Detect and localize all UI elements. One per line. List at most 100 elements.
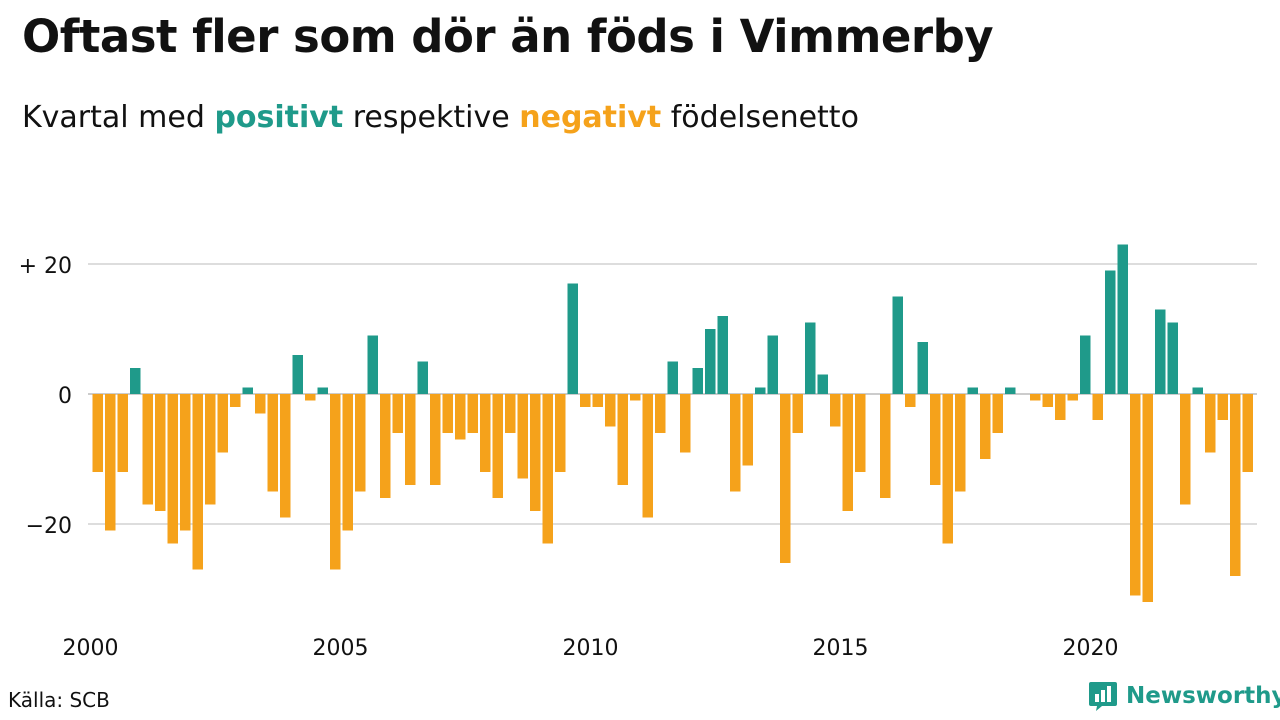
bar [930,394,941,485]
bar [655,394,666,433]
bar [580,394,591,407]
bar [180,394,191,531]
bar [680,394,691,453]
bar [617,394,628,485]
bar [1180,394,1191,505]
bar [92,394,103,472]
bar-chart: + 20 0 −20 2000 2005 2010 2015 2020 [19,244,1257,661]
bar [1080,335,1091,394]
bar [855,394,866,472]
x-tick-label: 2020 [1063,636,1119,661]
y-tick-label: 0 [58,384,72,409]
bar [1105,270,1116,394]
subtitle-suffix: födelsenetto [670,100,859,135]
bar [592,394,603,407]
subtitle-middle: respektive [352,100,510,135]
bar [780,394,791,563]
brand-label: Newsworthy [1126,683,1280,709]
bar [955,394,966,492]
bar [530,394,541,511]
bar [192,394,203,570]
bar [1042,394,1053,407]
bar [317,387,328,394]
bar [1192,387,1203,394]
bar [692,368,703,394]
x-axis-ticks: 2000 2005 2010 2015 2020 [63,636,1119,661]
bar [1142,394,1153,602]
bar [892,296,903,394]
bar [792,394,803,433]
bar [1217,394,1228,420]
bar [117,394,128,472]
bar [1055,394,1066,420]
bar [142,394,153,505]
bar [417,361,428,394]
bar [1005,387,1016,394]
chart-subtitle: Kvartal med positivt respektive negativt… [22,100,859,135]
bar [405,394,416,485]
y-tick-label: −20 [26,514,72,539]
bars [92,244,1253,602]
bar [505,394,516,433]
bar [980,394,991,459]
bar [555,394,566,472]
bar [342,394,353,531]
bar [730,394,741,492]
bar [130,368,141,394]
bar [992,394,1003,433]
bar [205,394,216,505]
bar [242,387,253,394]
bar [217,394,228,453]
x-tick-label: 2000 [63,636,119,661]
bar [1092,394,1103,420]
bar [1167,322,1178,394]
bar [830,394,841,427]
bar [517,394,528,479]
bar [967,387,978,394]
bar [542,394,553,544]
bar [492,394,503,498]
bar [1230,394,1241,576]
subtitle-positive: positivt [214,100,344,135]
bar [1155,309,1166,394]
bar [230,394,241,407]
bar [305,394,316,401]
x-tick-label: 2015 [813,636,869,661]
bar [767,335,778,394]
bar [467,394,478,433]
x-tick-label: 2005 [313,636,369,661]
bar [355,394,366,492]
bar [1205,394,1216,453]
bar [455,394,466,440]
bar [917,342,928,394]
y-tick-label: + 20 [19,254,72,279]
bar [105,394,116,531]
bar [430,394,441,485]
subtitle-negative: negativt [519,100,662,135]
bar [330,394,341,570]
bar [1130,394,1141,596]
bar [292,355,303,394]
bar [667,361,678,394]
bar [1242,394,1253,472]
bar [567,283,578,394]
bar [367,335,378,394]
bar [705,329,716,394]
bar [267,394,278,492]
bar [630,394,641,401]
bar [280,394,291,518]
subtitle-prefix: Kvartal med [22,100,205,135]
bar [805,322,816,394]
newsworthy-logo: Newsworthy [1088,680,1280,712]
bar [642,394,653,518]
bar [755,387,766,394]
bar [480,394,491,472]
bar [905,394,916,407]
bar [1067,394,1078,401]
bar [942,394,953,544]
bar [605,394,616,427]
bar [155,394,166,511]
bar [817,374,828,394]
bar [392,394,403,433]
chart-title: Oftast fler som dör än föds i Vimmerby [22,10,994,63]
